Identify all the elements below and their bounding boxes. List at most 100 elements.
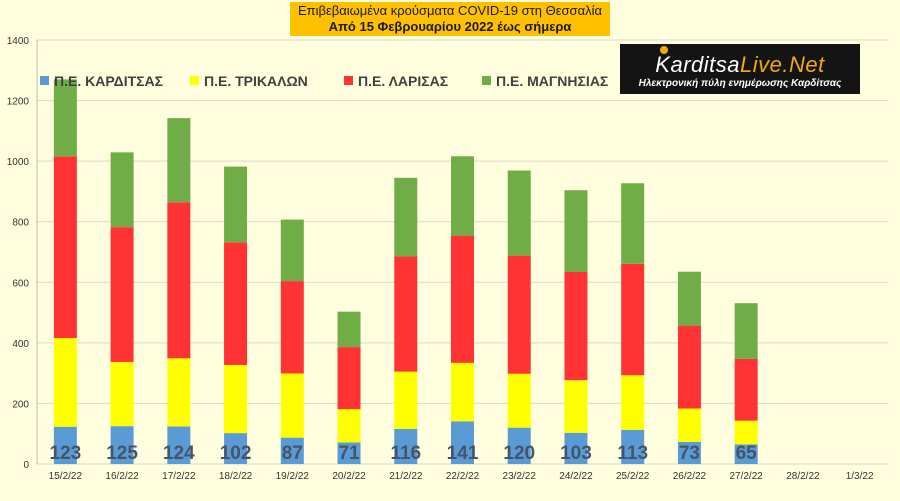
bar-segment [110,361,134,427]
bar-segment [564,190,588,272]
logo-tagline: Ηλεκτρονική πύλη ενημέρωσης Καρδίτσας [638,78,842,89]
bar-segment [337,409,361,443]
bar-segment [451,362,474,422]
y-tick-label: 1000 [7,157,30,168]
y-tick-label: 1400 [7,36,30,47]
data-label: 102 [220,443,252,464]
bar-segment [677,441,701,464]
x-tick-label: 19/2/22 [276,471,310,482]
y-tick-label: 1200 [7,97,30,108]
bar-segment [167,202,191,359]
legend-swatch [482,76,491,85]
bar-segment [621,429,645,464]
bar-segment [224,364,248,434]
bar-segment [53,426,77,464]
chart-subtitle: Από 15 Φεβρουαρίου 2022 έως σήμερα [328,19,572,34]
legend-swatch [344,76,353,85]
data-label: 116 [390,443,421,464]
data-label: 123 [50,443,82,464]
legend-label: Π.Ε. ΛΑΡΙΣΑΣ [358,73,448,89]
data-label: 71 [338,443,360,464]
bar-segment [564,271,588,381]
bar-segment [451,421,474,464]
bar-segment [280,281,304,374]
data-label: 87 [282,443,303,464]
x-tick-label: 27/2/22 [729,471,763,482]
bar-segment [337,442,361,464]
y-tick-label: 200 [12,399,29,410]
bar-segment [53,156,77,339]
x-tick-label: 21/2/22 [389,471,423,482]
bar-segment [53,79,77,157]
location-pin-icon [660,46,668,54]
bar-segment [110,227,134,362]
bar-segment [337,311,361,348]
logo-name: KarditsaLive.Net [655,52,825,77]
bar-segment [507,427,531,464]
bar-segment [167,426,191,464]
bar-segment [507,170,531,256]
x-tick-label: 17/2/22 [162,471,196,482]
bar-segment [167,358,191,427]
legend-swatch [40,76,49,85]
x-tick-label: 26/2/22 [673,471,707,482]
chart-title-box: Επιβεβαιωμένα κρούσματα COVID-19 στη Θεσ… [290,2,610,36]
bar-segment [734,444,758,464]
x-tick-label: 24/2/22 [559,471,593,482]
bar-segment [280,373,304,438]
legend-label: Π.Ε. ΚΑΡΔΙΤΣΑΣ [54,73,163,89]
bar-segment [280,437,304,464]
bar-segment [677,325,701,409]
bar-segment [394,428,418,464]
legend: Π.Ε. ΚΑΡΔΙΤΣΑΣ Π.Ε. ΤΡΙΚΑΛΩΝ Π.Ε. ΛΑΡΙΣΑΣ Π… [40,73,608,89]
x-tick-label: 25/2/22 [616,471,650,482]
x-tick-label: 16/2/22 [105,471,139,482]
bar-segment [507,373,531,428]
bar-segment [507,255,531,374]
bar-segment [677,408,701,442]
bar-segment [167,118,191,203]
bar-segment [734,358,758,421]
x-tick-label: 22/2/22 [446,471,480,482]
data-label: 73 [679,443,700,464]
bar-segment [564,432,588,464]
data-label: 125 [106,443,138,464]
bar-segment [280,219,304,282]
bars [53,79,758,464]
bar-segment [621,263,645,376]
legend-swatch [190,76,199,85]
bar-segment [621,375,645,430]
bar-segment [394,177,418,257]
data-label: 103 [560,443,592,464]
bar-segment [564,380,588,433]
data-label: 65 [736,443,758,464]
bar-segment [224,242,248,365]
bar-segment [621,183,645,264]
bar-segment [224,433,248,464]
bar-segment [734,303,758,359]
bar-segment [451,235,474,363]
legend-label: Π.Ε. ΜΑΓΝΗΣΙΑΣ [496,73,608,89]
bar-segment [53,338,77,427]
x-tick-label: 18/2/22 [219,471,253,482]
bar-segment [224,166,248,243]
y-tick-label: 800 [12,218,29,229]
bar-segment [337,347,361,410]
x-tick-label: 20/2/22 [332,471,366,482]
bar-segment [110,426,134,464]
chart-title: Επιβεβαιωμένα κρούσματα COVID-19 στη Θεσ… [297,3,603,18]
bar-segment [110,152,134,228]
data-label: 120 [503,443,535,464]
x-tick-label: 28/2/22 [786,471,820,482]
bar-segment [734,420,758,445]
data-label: 113 [617,443,648,464]
x-tick-label: 1/3/22 [846,471,874,482]
legend-label: Π.Ε. ΤΡΙΚΑΛΩΝ [204,73,308,89]
data-labels: 123 125 124 102 87 71 116 141 120 103 113 73 65 [50,443,758,464]
bar-segment [677,271,701,326]
x-tick-label: 23/2/22 [503,471,537,482]
y-tick-label: 600 [12,278,29,289]
bar-segment [394,256,418,372]
data-label: 141 [447,443,479,464]
